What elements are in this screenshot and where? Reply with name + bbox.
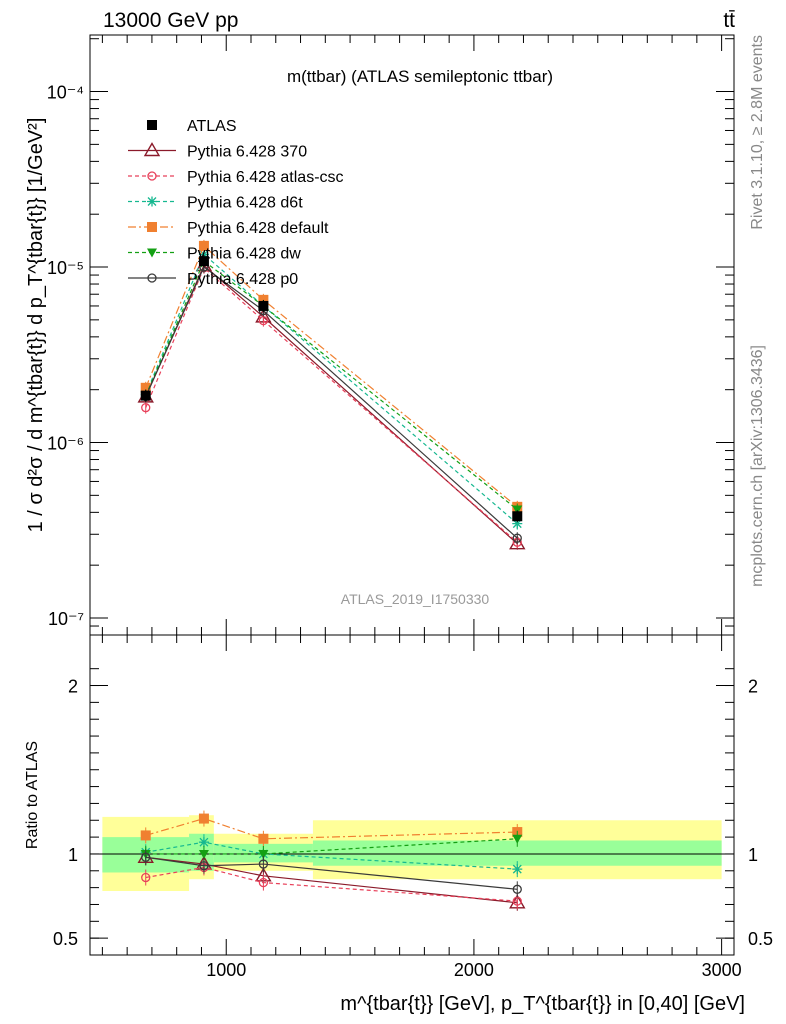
legend-label: Pythia 6.428 default — [187, 220, 329, 237]
legend-marker — [147, 120, 157, 130]
series-line — [145, 253, 518, 525]
legend-marker — [143, 142, 161, 157]
ratio-point — [199, 861, 209, 871]
series-atlas — [140, 255, 523, 523]
main-ytick-label: 10⁻⁷ — [48, 609, 84, 629]
data-point — [198, 256, 209, 267]
ratio-line — [145, 866, 518, 902]
rivet-label: Rivet 3.1.10, ≥ 2.8M events — [749, 35, 766, 230]
ratio-point — [512, 884, 522, 894]
header-left: 13000 GeV pp — [103, 9, 238, 32]
xtick-label: 1000 — [206, 960, 246, 980]
ratio-ytick-label-right: 2 — [748, 677, 758, 697]
legend-label: Pythia 6.428 p0 — [187, 271, 298, 288]
ratio-series-pythia-6-428-p0 — [141, 849, 522, 898]
series-line — [145, 260, 518, 511]
legend-marker — [147, 248, 157, 258]
series-pythia-6-428-dw — [140, 255, 523, 516]
ratio-point — [258, 859, 269, 869]
data-point — [140, 382, 151, 393]
data-point — [258, 315, 269, 326]
ratio-ytick-label-right: 0.5 — [748, 929, 773, 949]
ratio-point — [258, 833, 269, 844]
series-line — [145, 266, 518, 543]
series-pythia-6-428-atlas-csc — [141, 261, 522, 549]
main-ytick-label: 10⁻⁵ — [47, 258, 84, 278]
legend-entry: Pythia 6.428 default — [128, 220, 329, 237]
ratio-ytick-label: 1 — [68, 845, 78, 865]
ratio-line — [145, 841, 518, 870]
legend-entry: ATLAS — [147, 118, 237, 135]
legend-marker — [147, 273, 157, 283]
ratio-point — [198, 813, 209, 824]
mcplots-label: mcplots.cern.ch [arXiv:1306.3436] — [749, 345, 766, 587]
legend-entry: Pythia 6.428 d6t — [128, 195, 303, 212]
ratio-point — [258, 849, 269, 859]
ratio-panel: Ratio to ATLAS m^{tbar{t}} [GeV], p_T^{t… — [24, 634, 773, 1015]
main-panel: m(ttbar) (ATLAS semileptonic ttbar) ATLA… — [25, 34, 735, 636]
data-point — [512, 533, 522, 543]
main-title: m(ttbar) (ATLAS semileptonic ttbar) — [287, 67, 553, 86]
ratio-line — [145, 856, 518, 890]
ratio-point — [141, 872, 151, 883]
legend-marker — [147, 222, 157, 232]
xtick-label: 3000 — [702, 960, 742, 980]
ratio-line — [145, 817, 518, 840]
data-point — [512, 511, 523, 522]
ratio-line — [145, 838, 518, 855]
ratio-point — [198, 849, 209, 859]
series-pythia-6-428-p0 — [141, 261, 522, 545]
main-ytick-label: 10⁻⁶ — [47, 434, 84, 454]
ratio-ylabel: Ratio to ATLAS — [24, 741, 41, 849]
series-line — [145, 266, 518, 539]
ratio-line — [145, 856, 518, 904]
ratio-point — [512, 864, 523, 875]
data-point — [258, 294, 269, 305]
data-point — [512, 505, 523, 515]
main-ytick-label: 10⁻⁴ — [47, 83, 84, 103]
series-line — [145, 244, 518, 508]
legend-entry: Pythia 6.428 p0 — [128, 271, 298, 288]
legend-label: ATLAS — [187, 118, 237, 135]
data-point — [198, 249, 209, 260]
legend-marker — [147, 171, 157, 181]
ratio-point — [258, 877, 269, 888]
legend-label: Pythia 6.428 d6t — [187, 195, 303, 212]
legend-entry: Pythia 6.428 atlas-csc — [128, 169, 344, 186]
xtick-label: 2000 — [454, 960, 494, 980]
ratio-frame — [89, 634, 735, 956]
x-axis-label: m^{tbar{t}} [GeV], p_T^{tbar{t}} in [0,4… — [340, 993, 745, 1015]
series-pythia-6-428-370 — [137, 257, 526, 550]
series-line — [145, 264, 518, 545]
legend-marker — [147, 196, 157, 207]
ratio-point — [512, 834, 523, 844]
data-point — [141, 402, 151, 413]
legend-label: Pythia 6.428 dw — [187, 246, 301, 263]
ratio-ytick-label: 2 — [68, 677, 78, 697]
legend-label: Pythia 6.428 370 — [187, 144, 307, 161]
data-point — [140, 390, 151, 401]
ratio-point — [140, 830, 151, 841]
analysis-watermark: ATLAS_2019_I1750330 — [341, 591, 490, 607]
data-point — [258, 300, 269, 311]
legend-entry: Pythia 6.428 dw — [128, 246, 301, 263]
main-ylabel: 1 / σ d²σ / d m^{tbar{t}} d p_T^{tbar{t}… — [25, 118, 47, 533]
legend-label: Pythia 6.428 atlas-csc — [187, 169, 344, 186]
series-pythia-6-428-d6t — [140, 248, 523, 530]
header-right: tt̄ — [723, 9, 735, 32]
data-point — [198, 240, 209, 251]
data-point — [512, 518, 523, 529]
legend-entry: Pythia 6.428 370 — [128, 142, 307, 161]
ratio-point — [141, 852, 151, 862]
ratio-ytick-label: 0.5 — [53, 929, 78, 949]
ratio-ytick-label-right: 1 — [748, 845, 758, 865]
ratio-point — [198, 837, 209, 848]
